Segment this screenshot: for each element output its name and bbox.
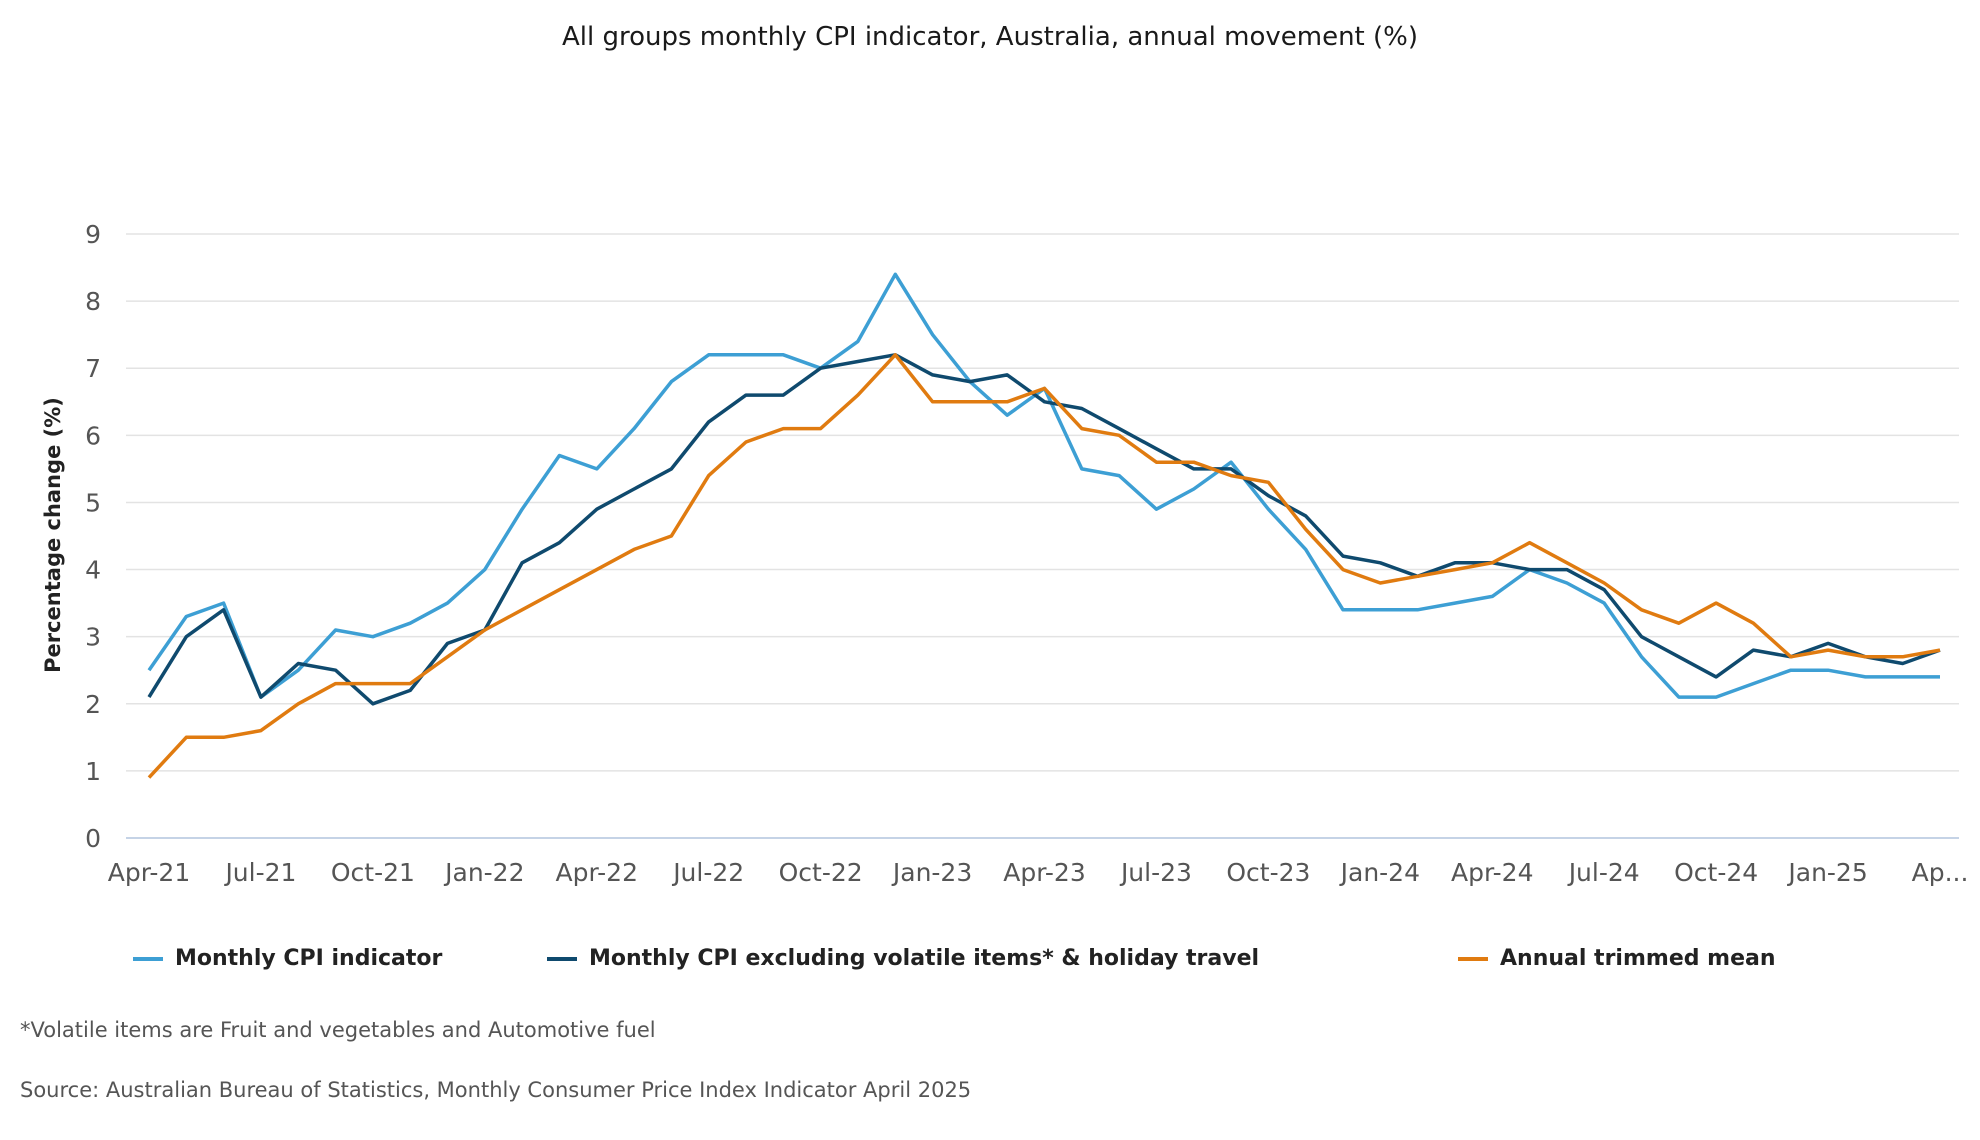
y-tick-label: 7 — [85, 354, 101, 383]
legend-swatch — [1458, 956, 1488, 961]
x-tick-label: Jan-24 — [1339, 858, 1420, 887]
legend-label: Annual trimmed mean — [1500, 946, 1776, 971]
x-tick-label: Oct-21 — [331, 858, 415, 887]
x-tick-label: Jan-23 — [891, 858, 972, 887]
x-tick-label: Jan-25 — [1786, 858, 1867, 887]
series-lines — [147, 272, 1941, 779]
x-tick-label: Apr-22 — [556, 858, 638, 887]
x-tick-label: Jul-23 — [1119, 858, 1192, 887]
y-tick-label: 2 — [85, 690, 101, 719]
x-tick-label: Apr-21 — [108, 858, 190, 887]
y-tick-label: 5 — [85, 488, 101, 517]
y-tick-label: 4 — [85, 556, 101, 585]
y-tick-label: 6 — [85, 421, 101, 450]
y-axis-label: Percentage change (%) — [41, 397, 65, 673]
series-line-0 — [147, 272, 1940, 699]
x-tick-label: Jul-24 — [1567, 858, 1640, 887]
y-tick-label: 9 — [85, 220, 101, 249]
x-tick-label: Jan-22 — [443, 858, 524, 887]
legend-item-excluding-volatile[interactable]: Monthly CPI excluding volatile items* & … — [547, 946, 1259, 971]
x-tick-label: Jul-21 — [223, 858, 296, 887]
legend-item-monthly-cpi[interactable]: Monthly CPI indicator — [133, 946, 442, 971]
x-axis-ticks: Apr-21 Jul-21 Oct-21 Jan-22 Apr-22 Jul-22 Oct-… — [108, 858, 1969, 887]
series-line-1 — [147, 353, 1941, 706]
y-tick-label: 1 — [85, 757, 101, 786]
legend-label: Monthly CPI excluding volatile items* & … — [589, 946, 1260, 971]
legend-swatch — [547, 956, 577, 961]
x-tick-label: Oct-22 — [779, 858, 863, 887]
legend-swatch — [133, 956, 163, 961]
x-tick-label: Oct-24 — [1674, 858, 1758, 887]
x-tick-label: Oct-23 — [1226, 858, 1310, 887]
y-tick-label: 8 — [85, 287, 101, 316]
x-tick-label: Apr-23 — [1003, 858, 1085, 887]
y-tick-label: 3 — [85, 623, 101, 652]
x-tick-label: Ap... — [1912, 858, 1969, 887]
legend-label: Monthly CPI indicator — [175, 946, 443, 971]
x-tick-label: Jul-22 — [671, 858, 744, 887]
chart-title: All groups monthly CPI indicator, Austra… — [561, 22, 1419, 52]
footnote: *Volatile items are Fruit and vegetables… — [20, 1018, 656, 1042]
gridlines — [126, 233, 1959, 839]
legend-item-trimmed-mean[interactable]: Annual trimmed mean — [1458, 946, 1776, 971]
x-tick-label: Apr-24 — [1451, 858, 1533, 887]
y-axis-ticks: 0 1 2 3 4 5 6 7 8 9 — [85, 220, 101, 853]
source-note: Source: Australian Bureau of Statistics,… — [20, 1078, 972, 1102]
y-tick-label: 0 — [85, 824, 101, 853]
series-line-2 — [147, 353, 1941, 779]
